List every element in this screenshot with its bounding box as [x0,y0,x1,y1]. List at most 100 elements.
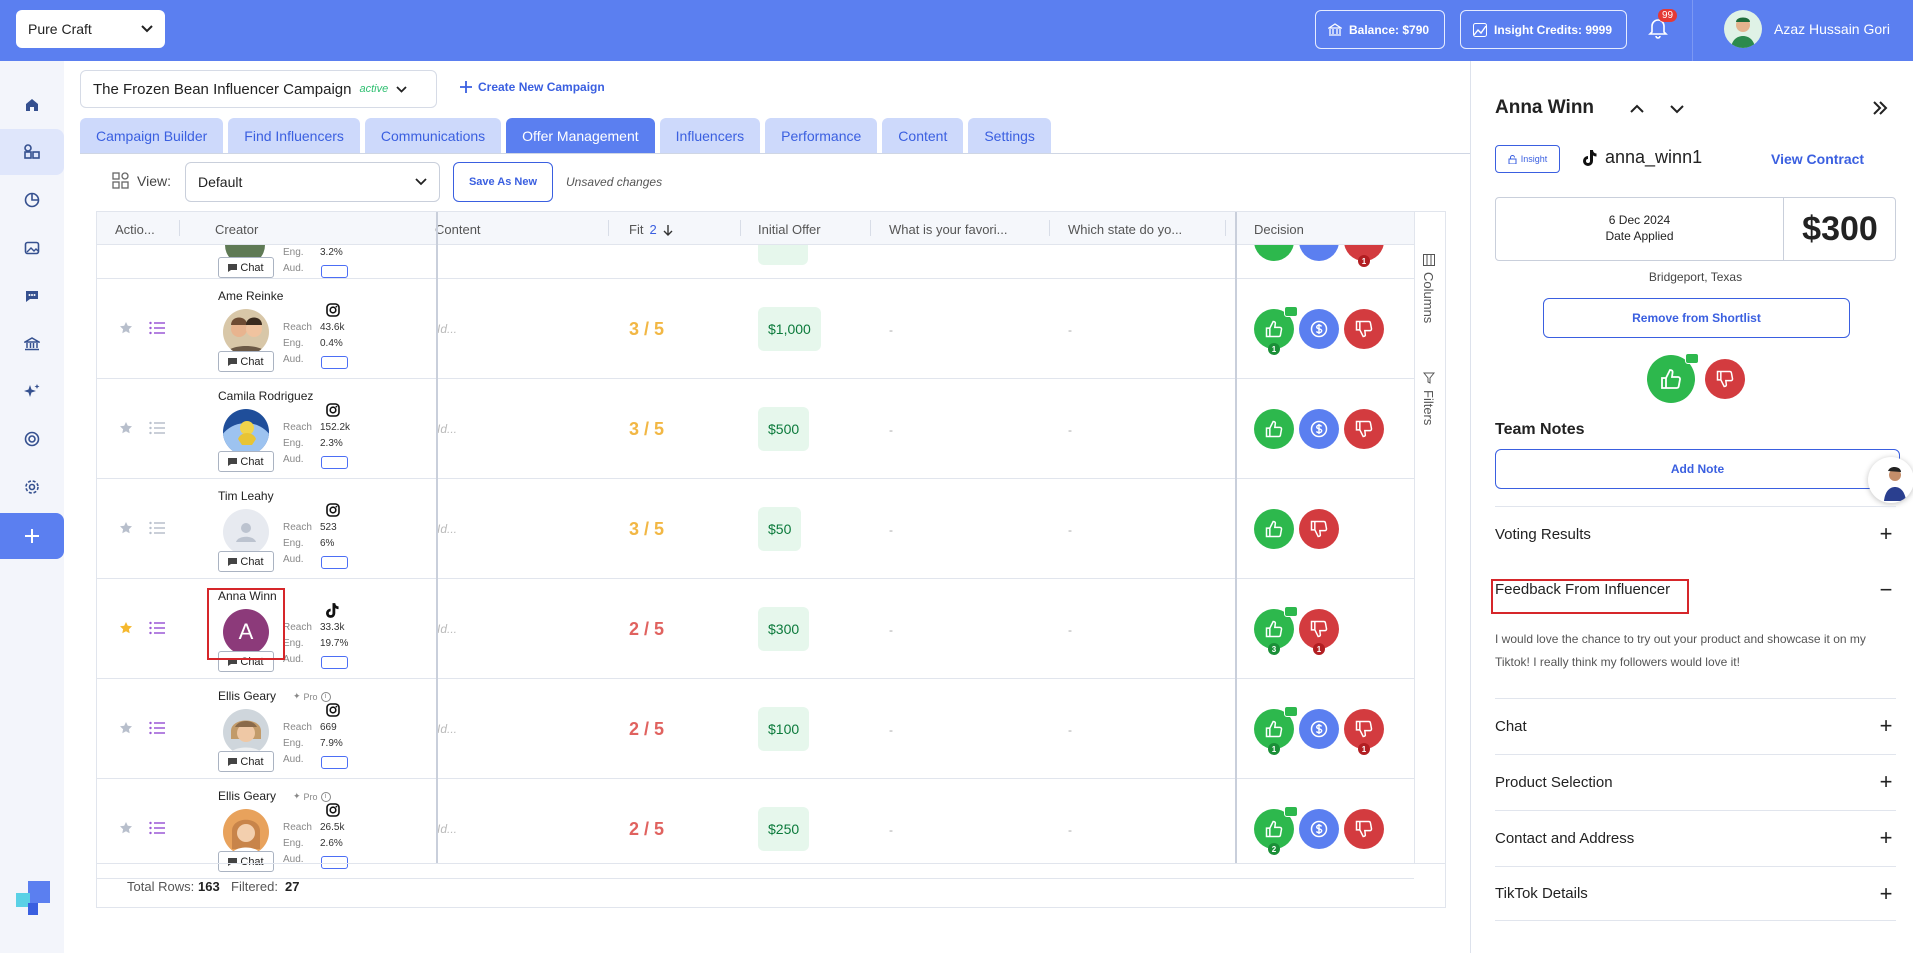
approve-button[interactable]: 1 [1254,306,1298,355]
favorite-star-button[interactable] [119,521,133,535]
audience-lock-button[interactable] [321,456,348,469]
creator-name[interactable]: Ellis Geary [218,789,277,803]
reject-button[interactable] [1344,809,1384,849]
platform-icon[interactable] [326,403,340,417]
sidebar-item-campaigns[interactable] [0,129,64,175]
add-to-list-button[interactable] [149,421,165,435]
add-to-list-button[interactable] [149,321,165,335]
chevron-down-icon[interactable] [1669,101,1685,117]
tab-offer-management[interactable]: Offer Management [506,118,655,153]
chat-button[interactable]: Chat [218,351,274,372]
approve-button[interactable]: 2 [1254,806,1298,855]
approve-button[interactable] [1254,409,1294,449]
approve-button[interactable]: 3 [1254,606,1298,655]
table-row[interactable]: Tim Leahy Chat Reach Eng. Aud. 523 6% Id... 3 / … [97,479,1414,579]
column-header-creator[interactable]: Creator [215,222,259,237]
sidebar-item-settings[interactable] [0,464,64,510]
table-row[interactable]: Ellis Geary ✦ Pro i Chat Reach Eng. Aud. 669 7.… [97,679,1414,779]
table-row[interactable]: Anna Winn A Chat Reach Eng. Aud. 33.3k 19.7% Id.… [97,579,1414,679]
approve-button[interactable] [1254,245,1294,261]
creator-name[interactable]: Anna Winn [218,589,277,603]
sidebar-item-analytics[interactable] [0,177,64,223]
audience-lock-button[interactable] [321,856,348,869]
initial-offer[interactable]: $500 [758,407,810,451]
avatar[interactable] [223,309,269,355]
add-to-list-button[interactable] [149,721,165,735]
columns-tab[interactable]: Columns [1421,254,1436,323]
send-offer-button[interactable] [1299,309,1339,349]
sidebar-item-messages[interactable] [0,273,64,319]
content-cell[interactable]: Id... [437,322,458,336]
favorite-star-button[interactable] [119,821,133,835]
platform-icon[interactable] [326,603,339,618]
platform-icon[interactable] [326,703,340,717]
reject-button[interactable] [1705,359,1745,399]
column-divider[interactable] [608,220,609,236]
audience-lock-button[interactable] [321,756,348,769]
column-header-question-2[interactable]: Which state do yo... [1068,222,1183,237]
table-row[interactable]: Ellis Geary ✦ Pro i Chat Reach Eng. Aud. 26.5k… [97,779,1414,879]
info-icon[interactable]: i [320,791,331,802]
audience-lock-button[interactable] [321,356,348,369]
sidebar-item-ai[interactable] [0,368,64,414]
chat-button[interactable]: Chat [218,257,274,278]
column-divider[interactable] [1049,220,1050,236]
tab-campaign-builder[interactable]: Campaign Builder [80,118,224,153]
table-row[interactable]: Camila Rodriguez Chat Reach Eng. Aud. 152.2k 2… [97,379,1414,479]
insight-button[interactable]: Insight [1495,145,1560,173]
view-contract-link[interactable]: View Contract [1771,151,1865,167]
tab-performance[interactable]: Performance [765,118,878,153]
initial-offer[interactable]: $50 [758,507,802,551]
content-cell[interactable]: Id... [437,822,458,836]
creator-name[interactable]: Ame Reinke [218,289,284,303]
sidebar-item-finance[interactable] [0,321,64,367]
approve-button[interactable] [1647,353,1699,403]
add-to-list-button[interactable] [149,821,165,835]
initial-offer[interactable]: $250 [758,807,810,851]
campaign-select[interactable]: The Frozen Bean Influencer Campaign acti… [80,70,437,108]
audience-lock-button[interactable] [321,556,348,569]
column-header-fit[interactable]: Fit 2 [629,222,673,237]
reject-button[interactable] [1299,509,1339,549]
view-select[interactable]: Default [185,162,440,202]
add-to-list-button[interactable] [149,621,165,635]
send-offer-button[interactable] [1299,709,1339,749]
offer-button[interactable] [1299,245,1339,261]
remove-from-shortlist-button[interactable]: Remove from Shortlist [1543,298,1850,338]
filters-tab[interactable]: Filters [1421,372,1436,425]
feedback-section[interactable]: Feedback From Influencer − [1495,562,1896,617]
product-selection-section[interactable]: Product Selection + [1495,754,1896,809]
avatar[interactable] [223,709,269,755]
avatar[interactable]: A [223,609,269,655]
sidebar-item-home[interactable] [0,82,64,128]
add-to-list-button[interactable] [149,521,165,535]
reject-button[interactable] [1344,245,1384,261]
favorite-star-button[interactable] [119,721,133,735]
add-note-button[interactable]: Add Note [1495,449,1900,489]
collapse-panel-icon[interactable] [1871,99,1889,117]
chat-button[interactable]: Chat [218,851,274,872]
approve-button[interactable]: 1 [1254,706,1298,755]
creator-name[interactable]: Tim Leahy [218,489,274,503]
platform-icon[interactable] [326,803,340,817]
column-header-initial-offer[interactable]: Initial Offer [758,222,821,237]
tab-communications[interactable]: Communications [364,118,502,153]
column-header-question-1[interactable]: What is your favori... [889,222,1008,237]
column-divider[interactable] [179,220,180,236]
insight-credits-button[interactable]: Insight Credits: 9999 [1460,10,1627,49]
audience-lock-button[interactable] [321,265,348,278]
tab-influencers[interactable]: Influencers [659,118,761,153]
voting-results-section[interactable]: Voting Results + [1495,506,1896,561]
column-divider[interactable] [740,220,741,236]
favorite-star-button[interactable] [119,421,133,435]
initial-offer[interactable]: $100 [758,707,810,751]
tiktok-details-section[interactable]: TikTok Details + [1495,866,1896,921]
audience-lock-button[interactable] [321,656,348,669]
initial-offer[interactable]: $300 [758,607,810,651]
chat-button[interactable]: Chat [218,451,274,472]
sidebar-item-targets[interactable] [0,416,64,462]
column-divider[interactable] [1225,220,1226,236]
info-icon[interactable]: i [320,691,331,702]
column-header-actions[interactable]: Actio... [115,222,155,237]
reject-button[interactable]: 1 [1344,709,1384,755]
